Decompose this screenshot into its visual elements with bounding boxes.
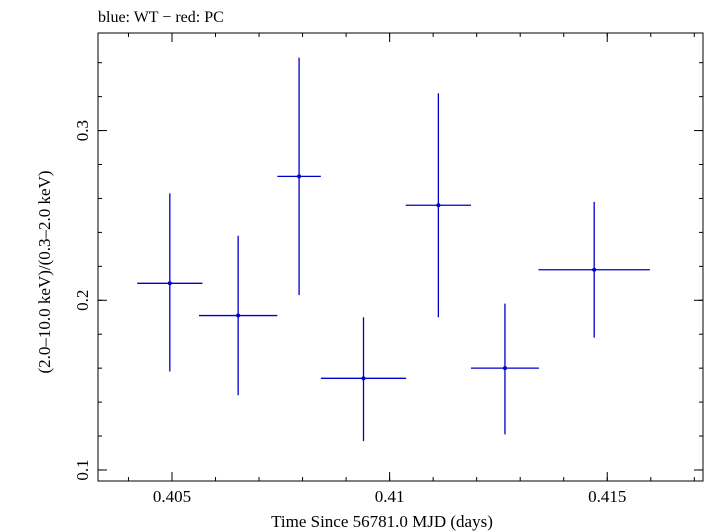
data-point [538, 201, 650, 338]
data-points [137, 57, 650, 442]
axis-ticks: 0.405 0.41 0.415 0.1 0.2 0.3 [73, 33, 703, 506]
data-point [137, 193, 203, 372]
x-tick-label: 0.415 [588, 487, 626, 506]
x-tick-label: 0.405 [153, 487, 191, 506]
data-point [320, 317, 407, 442]
point-marker [297, 174, 302, 179]
point-marker [236, 313, 241, 318]
data-point [405, 93, 472, 318]
x-tick-label: 0.41 [375, 487, 405, 506]
point-marker [167, 281, 172, 286]
point-marker [436, 203, 441, 208]
y-axis-label: (2.0–10.0 keV)/(0.3–2.0 keV) [35, 170, 54, 373]
x-axis-label: Time Since 56781.0 MJD (days) [271, 512, 493, 531]
plot-frame [97, 32, 704, 482]
data-point [471, 303, 539, 435]
point-marker [502, 366, 507, 371]
y-tick-label: 0.3 [73, 120, 92, 141]
y-tick-label: 0.1 [73, 459, 92, 480]
point-marker [361, 376, 366, 381]
point-marker [592, 267, 597, 272]
y-tick-label: 0.2 [73, 290, 92, 311]
data-point [277, 57, 321, 296]
data-point [198, 235, 278, 396]
chart-title: blue: WT − red: PC [98, 9, 224, 26]
